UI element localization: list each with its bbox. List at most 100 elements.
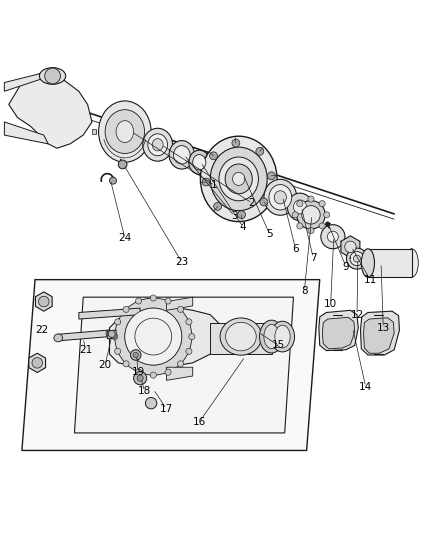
Ellipse shape: [173, 146, 190, 164]
Ellipse shape: [54, 334, 63, 342]
Ellipse shape: [264, 179, 297, 215]
Polygon shape: [9, 74, 92, 148]
Ellipse shape: [210, 147, 267, 211]
Ellipse shape: [274, 191, 286, 204]
Text: 17: 17: [160, 404, 173, 414]
Circle shape: [177, 306, 184, 312]
Polygon shape: [341, 236, 360, 258]
Circle shape: [189, 334, 195, 340]
Circle shape: [145, 398, 157, 409]
Circle shape: [118, 160, 127, 169]
Ellipse shape: [39, 68, 66, 84]
Ellipse shape: [293, 200, 307, 214]
Text: 7: 7: [310, 253, 317, 263]
Circle shape: [135, 369, 141, 375]
Circle shape: [256, 148, 264, 155]
Circle shape: [297, 200, 303, 207]
Ellipse shape: [327, 231, 338, 242]
Ellipse shape: [148, 134, 167, 156]
Text: 3: 3: [231, 211, 238, 221]
Polygon shape: [360, 311, 399, 355]
Circle shape: [115, 348, 121, 354]
Text: 16: 16: [193, 417, 206, 427]
Ellipse shape: [321, 225, 345, 249]
Circle shape: [210, 152, 218, 160]
Circle shape: [123, 361, 129, 367]
Text: 18: 18: [138, 386, 151, 397]
Circle shape: [32, 358, 42, 368]
Circle shape: [134, 372, 147, 385]
Ellipse shape: [361, 249, 374, 277]
Ellipse shape: [264, 325, 279, 349]
Circle shape: [214, 203, 222, 211]
Circle shape: [137, 375, 143, 381]
Text: 14: 14: [359, 382, 372, 392]
Text: 9: 9: [343, 262, 350, 271]
Polygon shape: [4, 74, 44, 91]
Ellipse shape: [193, 155, 206, 170]
Ellipse shape: [125, 308, 182, 365]
Circle shape: [308, 196, 314, 202]
Circle shape: [177, 361, 184, 367]
Polygon shape: [107, 330, 116, 339]
Text: 8: 8: [301, 286, 308, 296]
Text: 1: 1: [211, 181, 218, 190]
Circle shape: [45, 68, 60, 84]
Polygon shape: [4, 122, 48, 144]
Ellipse shape: [189, 150, 210, 174]
Ellipse shape: [125, 308, 182, 365]
Ellipse shape: [143, 128, 173, 161]
Circle shape: [135, 298, 141, 304]
Text: 20: 20: [99, 360, 112, 370]
Ellipse shape: [219, 157, 258, 201]
Polygon shape: [29, 353, 46, 373]
Circle shape: [345, 241, 356, 253]
Ellipse shape: [302, 206, 320, 224]
Circle shape: [110, 177, 117, 184]
Ellipse shape: [259, 320, 284, 353]
Ellipse shape: [105, 110, 145, 154]
Polygon shape: [57, 330, 110, 341]
Circle shape: [131, 350, 141, 360]
Text: 12: 12: [350, 310, 364, 320]
Circle shape: [308, 228, 314, 233]
Ellipse shape: [269, 184, 292, 210]
Circle shape: [150, 295, 156, 301]
Text: 23: 23: [175, 257, 188, 267]
Ellipse shape: [353, 255, 360, 262]
Text: 10: 10: [324, 298, 337, 309]
Ellipse shape: [116, 120, 134, 142]
Polygon shape: [368, 249, 412, 278]
Ellipse shape: [226, 322, 256, 351]
Circle shape: [297, 223, 303, 229]
Ellipse shape: [350, 252, 364, 265]
Polygon shape: [319, 310, 358, 351]
Circle shape: [186, 319, 192, 325]
Circle shape: [112, 334, 118, 340]
Ellipse shape: [270, 321, 294, 352]
Ellipse shape: [287, 193, 313, 221]
Polygon shape: [210, 324, 272, 354]
Circle shape: [108, 330, 115, 337]
Text: 24: 24: [118, 233, 131, 243]
Ellipse shape: [297, 200, 325, 229]
Circle shape: [238, 211, 246, 219]
Text: 22: 22: [35, 325, 48, 335]
Circle shape: [324, 212, 330, 218]
Ellipse shape: [152, 139, 163, 151]
Polygon shape: [110, 306, 219, 367]
Ellipse shape: [115, 298, 192, 375]
Ellipse shape: [106, 330, 112, 337]
Polygon shape: [364, 318, 394, 353]
Text: 19: 19: [131, 367, 145, 377]
Text: 2: 2: [248, 198, 255, 208]
Ellipse shape: [135, 318, 172, 355]
Ellipse shape: [233, 172, 245, 185]
Ellipse shape: [99, 101, 151, 162]
Polygon shape: [74, 297, 293, 433]
Polygon shape: [22, 280, 320, 450]
Text: 6: 6: [292, 244, 299, 254]
Circle shape: [123, 306, 129, 312]
Circle shape: [232, 139, 240, 147]
Polygon shape: [166, 367, 193, 381]
